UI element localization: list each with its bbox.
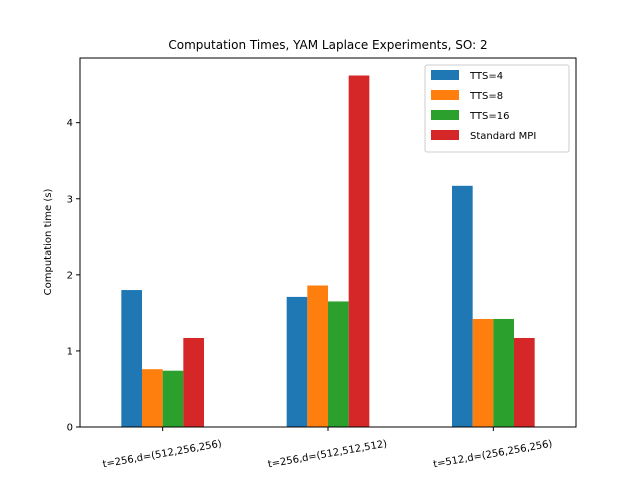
bars-group — [121, 75, 535, 427]
bar-standard-mpi-2 — [514, 337, 535, 427]
legend-frame — [424, 64, 570, 153]
y-tick-label: 1 — [67, 346, 73, 357]
bar-tts-16-0 — [162, 370, 184, 427]
bar-tts-16-2 — [493, 318, 514, 427]
legend-label: Standard MPI — [470, 131, 536, 142]
y-tick-label: 3 — [67, 194, 73, 205]
bar-tts-4-2 — [452, 185, 473, 427]
y-axis: 0 1 2 3 4 — [67, 118, 80, 434]
y-tick-label: 2 — [67, 270, 73, 281]
bar-tts-8-0 — [142, 369, 163, 427]
bar-standard-mpi-1 — [348, 75, 370, 427]
legend: TTS=4 TTS=8 TTS=16 Standard MPI — [424, 64, 570, 153]
legend-label: TTS=16 — [469, 111, 510, 122]
bar-tts-16-1 — [328, 301, 349, 427]
legend-label: TTS=4 — [469, 71, 503, 82]
legend-swatch — [431, 130, 459, 140]
legend-swatch — [431, 110, 459, 120]
legend-swatch — [431, 90, 459, 100]
bar-standard-mpi-0 — [183, 337, 204, 427]
bar-tts-8-2 — [472, 318, 494, 427]
chart-title: Computation Times, YAM Laplace Experimen… — [168, 38, 487, 52]
bar-tts-4-1 — [286, 296, 308, 427]
legend-label: TTS=8 — [469, 91, 503, 102]
bar-tts-8-1 — [307, 285, 328, 427]
y-tick-label: 0 — [67, 423, 73, 434]
y-axis-label: Computation time (s) — [43, 189, 54, 296]
y-tick-label: 4 — [67, 118, 73, 129]
legend-swatch — [431, 70, 459, 80]
bar-tts-4-0 — [121, 290, 142, 427]
